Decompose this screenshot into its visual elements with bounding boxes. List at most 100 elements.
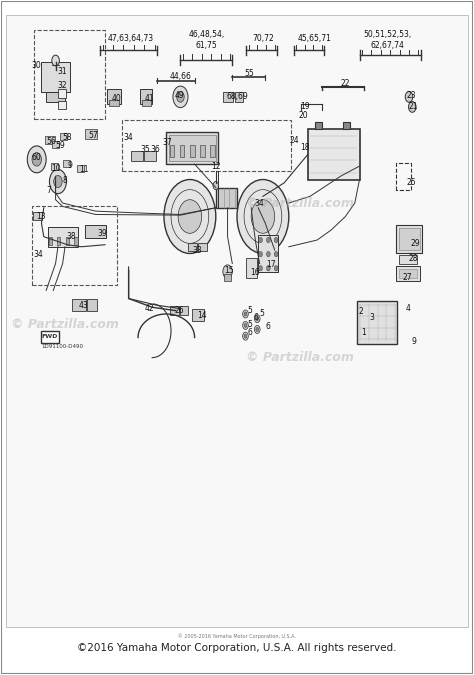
Bar bbox=[58, 101, 66, 109]
Text: 23: 23 bbox=[407, 91, 416, 100]
Text: 50,51,52,53,: 50,51,52,53, bbox=[364, 30, 412, 40]
Text: 5: 5 bbox=[247, 306, 252, 315]
Text: 20: 20 bbox=[298, 111, 308, 120]
Text: 8: 8 bbox=[63, 176, 67, 186]
Bar bbox=[57, 237, 61, 245]
Text: 40: 40 bbox=[112, 94, 122, 103]
Text: 27: 27 bbox=[403, 273, 412, 281]
Circle shape bbox=[178, 200, 201, 234]
Bar bbox=[66, 237, 69, 245]
Bar bbox=[85, 225, 107, 238]
Circle shape bbox=[274, 252, 278, 256]
Circle shape bbox=[274, 238, 278, 243]
Circle shape bbox=[237, 180, 289, 254]
Bar bbox=[87, 298, 97, 311]
Bar bbox=[46, 92, 65, 102]
Text: 68,69: 68,69 bbox=[226, 92, 248, 101]
Circle shape bbox=[52, 55, 59, 66]
Text: 61,75: 61,75 bbox=[195, 40, 217, 49]
Text: 15: 15 bbox=[224, 266, 234, 275]
Circle shape bbox=[259, 265, 263, 271]
Text: 26: 26 bbox=[175, 306, 184, 315]
Circle shape bbox=[256, 317, 259, 321]
Bar bbox=[396, 266, 420, 281]
Text: 62,67,74: 62,67,74 bbox=[371, 40, 405, 49]
Text: 5: 5 bbox=[247, 319, 252, 329]
Bar bbox=[188, 243, 197, 252]
Text: 70,72: 70,72 bbox=[252, 34, 274, 43]
Text: 44,66: 44,66 bbox=[170, 72, 191, 81]
Bar bbox=[34, 212, 42, 220]
Bar bbox=[343, 122, 350, 129]
Circle shape bbox=[243, 332, 248, 340]
Bar bbox=[200, 145, 205, 157]
Bar bbox=[48, 237, 52, 245]
Circle shape bbox=[244, 334, 247, 338]
Text: 21: 21 bbox=[409, 103, 419, 111]
Circle shape bbox=[259, 238, 263, 243]
Text: 55: 55 bbox=[244, 69, 254, 78]
Text: 28: 28 bbox=[409, 254, 419, 263]
Circle shape bbox=[244, 312, 247, 316]
Bar bbox=[58, 90, 66, 97]
Bar bbox=[72, 298, 86, 311]
Text: 59: 59 bbox=[55, 142, 65, 151]
Text: 47,63,64,73: 47,63,64,73 bbox=[108, 34, 154, 43]
Bar bbox=[35, 30, 105, 119]
Text: 1: 1 bbox=[361, 328, 365, 338]
Bar bbox=[63, 160, 70, 167]
Text: 46,48,54,: 46,48,54, bbox=[188, 30, 225, 40]
Circle shape bbox=[213, 182, 219, 190]
Text: 34: 34 bbox=[124, 133, 134, 142]
Text: 34: 34 bbox=[33, 250, 43, 259]
Circle shape bbox=[243, 321, 248, 329]
Text: 36: 36 bbox=[151, 144, 160, 154]
Bar bbox=[357, 300, 397, 344]
Circle shape bbox=[32, 153, 41, 166]
Bar bbox=[224, 274, 231, 281]
Circle shape bbox=[256, 327, 259, 331]
Circle shape bbox=[54, 176, 62, 188]
Bar bbox=[108, 89, 120, 103]
Text: 7: 7 bbox=[46, 186, 51, 196]
Bar bbox=[74, 237, 78, 245]
Bar bbox=[210, 145, 215, 157]
Bar bbox=[192, 308, 204, 321]
Circle shape bbox=[173, 86, 188, 107]
Circle shape bbox=[274, 265, 278, 271]
Bar bbox=[52, 141, 59, 148]
Text: ©2016 Yamaha Motor Corporation, U.S.A. All rights reserved.: ©2016 Yamaha Motor Corporation, U.S.A. A… bbox=[77, 643, 397, 653]
Text: © Partzilla.com: © Partzilla.com bbox=[246, 351, 354, 364]
Text: 22: 22 bbox=[341, 79, 350, 88]
Circle shape bbox=[164, 180, 216, 254]
Text: © 2005-2016 Yamaha Motor Corporation, U.S.A.: © 2005-2016 Yamaha Motor Corporation, U.… bbox=[178, 634, 296, 639]
Bar bbox=[396, 225, 422, 254]
Text: 43: 43 bbox=[79, 301, 89, 310]
Text: 1D91100-D490: 1D91100-D490 bbox=[42, 344, 83, 350]
Text: 5: 5 bbox=[259, 308, 264, 318]
Bar bbox=[170, 306, 179, 315]
Text: 9: 9 bbox=[67, 161, 72, 170]
Bar bbox=[246, 258, 257, 278]
Text: 3: 3 bbox=[370, 313, 374, 322]
Circle shape bbox=[251, 200, 275, 234]
Text: 57: 57 bbox=[89, 132, 98, 140]
Text: 30: 30 bbox=[32, 61, 42, 70]
Circle shape bbox=[409, 101, 416, 112]
Bar bbox=[45, 136, 55, 144]
Circle shape bbox=[243, 310, 248, 318]
Text: 10: 10 bbox=[51, 163, 60, 173]
Bar bbox=[216, 188, 237, 208]
Text: 49: 49 bbox=[174, 91, 184, 100]
Bar bbox=[51, 163, 58, 170]
Bar bbox=[142, 100, 151, 105]
Bar bbox=[399, 269, 418, 278]
Text: 24: 24 bbox=[290, 136, 299, 145]
Bar bbox=[190, 145, 195, 157]
Bar bbox=[41, 62, 70, 92]
Bar bbox=[399, 228, 420, 250]
Text: 6: 6 bbox=[265, 322, 270, 331]
Text: FWD: FWD bbox=[42, 334, 58, 340]
Bar bbox=[170, 145, 174, 157]
Text: © Partzilla.com: © Partzilla.com bbox=[11, 317, 118, 331]
